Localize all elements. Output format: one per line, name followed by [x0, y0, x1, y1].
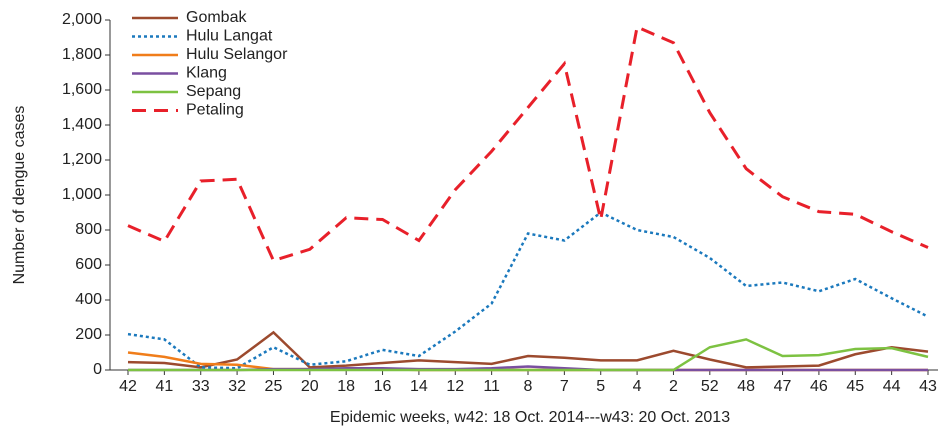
series-line	[128, 338, 929, 372]
x-tick-label: 44	[883, 378, 901, 395]
x-tick-label: 48	[737, 378, 755, 395]
y-tick-label: 1,400	[62, 116, 102, 133]
x-tick-label: 47	[774, 378, 792, 395]
x-tick-label: 18	[337, 378, 355, 395]
legend-label: Hulu Selangor	[186, 46, 288, 63]
legend-label: Hulu Langat	[186, 28, 273, 45]
legend-label: Gombak	[186, 9, 247, 26]
y-tick-label: 1,600	[62, 81, 102, 98]
x-tick-label: 7	[560, 378, 569, 395]
legend-label: Klang	[186, 65, 227, 82]
y-tick-label: 2,000	[62, 11, 102, 28]
x-tick-label: 12	[446, 378, 464, 395]
x-axis-label: Epidemic weeks, w42: 18 Oct. 2014---w43:…	[330, 409, 730, 426]
x-tick-label: 5	[596, 378, 605, 395]
legend-label: Petaling	[186, 102, 244, 119]
y-tick-label: 400	[75, 291, 102, 308]
x-tick-label: 41	[155, 378, 173, 395]
y-tick-label: 1,000	[62, 186, 102, 203]
y-axis-label: Number of dengue cases	[11, 106, 28, 285]
y-tick-label: 1,800	[62, 46, 102, 63]
x-tick-label: 4	[633, 378, 642, 395]
y-tick-label: 200	[75, 326, 102, 343]
legend-label: Sepang	[186, 83, 241, 100]
x-tick-label: 16	[374, 378, 392, 395]
x-tick-label: 11	[483, 378, 500, 395]
series-line	[127, 330, 929, 369]
x-tick-label: 45	[846, 378, 864, 395]
y-tick-label: 1,200	[62, 151, 102, 168]
x-tick-label: 2	[669, 378, 678, 395]
x-tick-label: 46	[810, 378, 828, 395]
x-tick-label: 33	[192, 378, 210, 395]
x-tick-label: 25	[265, 378, 283, 395]
series-line	[127, 211, 929, 370]
y-tick-label: 800	[75, 221, 102, 238]
x-tick-label: 8	[524, 378, 533, 395]
x-tick-label: 20	[301, 378, 319, 395]
y-tick-label: 600	[75, 256, 102, 273]
series-line	[127, 24, 929, 263]
x-tick-label: 32	[228, 378, 246, 395]
x-tick-label: 42	[119, 378, 137, 395]
y-tick-label: 0	[93, 361, 102, 378]
x-tick-label: 43	[919, 378, 937, 395]
x-tick-label: 52	[701, 378, 719, 395]
x-tick-label: 14	[410, 378, 428, 395]
